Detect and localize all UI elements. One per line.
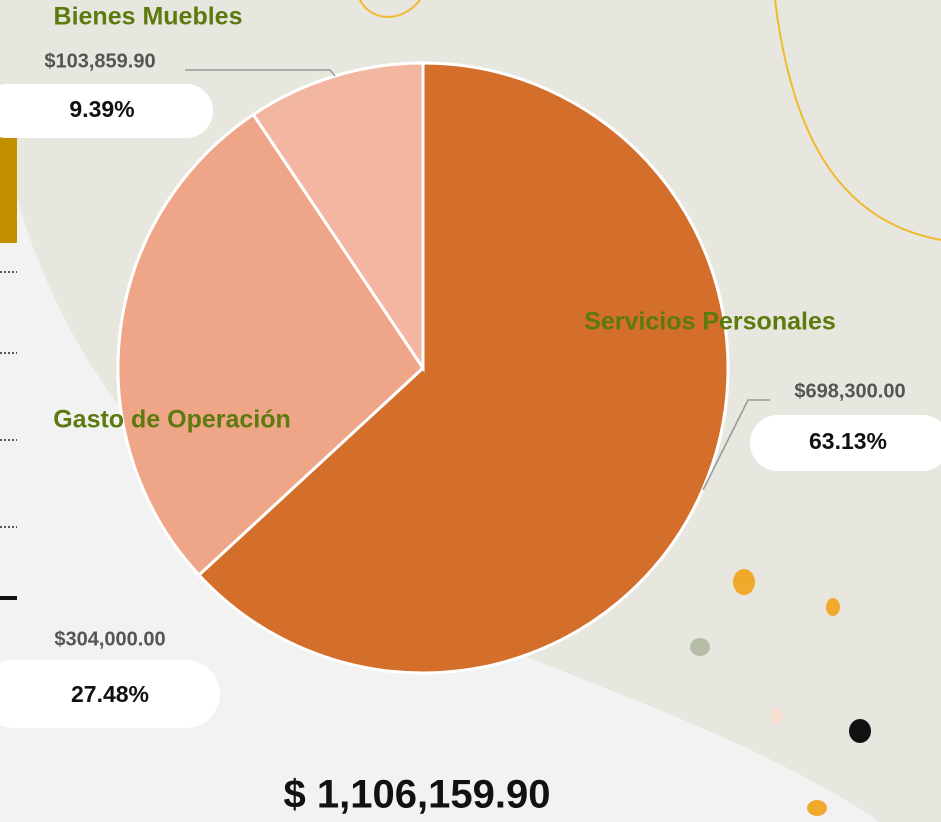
pie-slice	[196, 61, 730, 675]
decor-bar	[0, 128, 17, 243]
amount-label: $698,300.00	[794, 380, 905, 402]
percent-label: 9.39%	[69, 96, 134, 122]
category-label: Servicios Personales	[584, 308, 836, 336]
leader-line	[702, 399, 770, 491]
decor-dots	[690, 569, 871, 816]
percent-label: 27.48%	[71, 681, 149, 707]
decor-lines	[0, 271, 17, 528]
label-pill	[0, 84, 213, 138]
labels: Servicios Personales $698,300.00 63.13% Gas…	[0, 3, 941, 728]
label-pill	[0, 660, 220, 728]
category-label: Bienes Muebles	[54, 3, 243, 31]
amount-label: $103,859.90	[44, 50, 155, 72]
leader-line	[185, 69, 336, 77]
pie	[116, 61, 730, 675]
amount-label: $304,000.00	[54, 628, 165, 650]
pie-slice	[116, 112, 425, 578]
label-pill	[750, 415, 941, 471]
decor-bar	[0, 596, 17, 600]
category-label: Gasto de Operación	[53, 406, 291, 434]
percent-label: 63.13%	[809, 428, 887, 454]
total-label: $ 1,106,159.90	[284, 773, 551, 817]
decor-curve	[359, 0, 941, 241]
